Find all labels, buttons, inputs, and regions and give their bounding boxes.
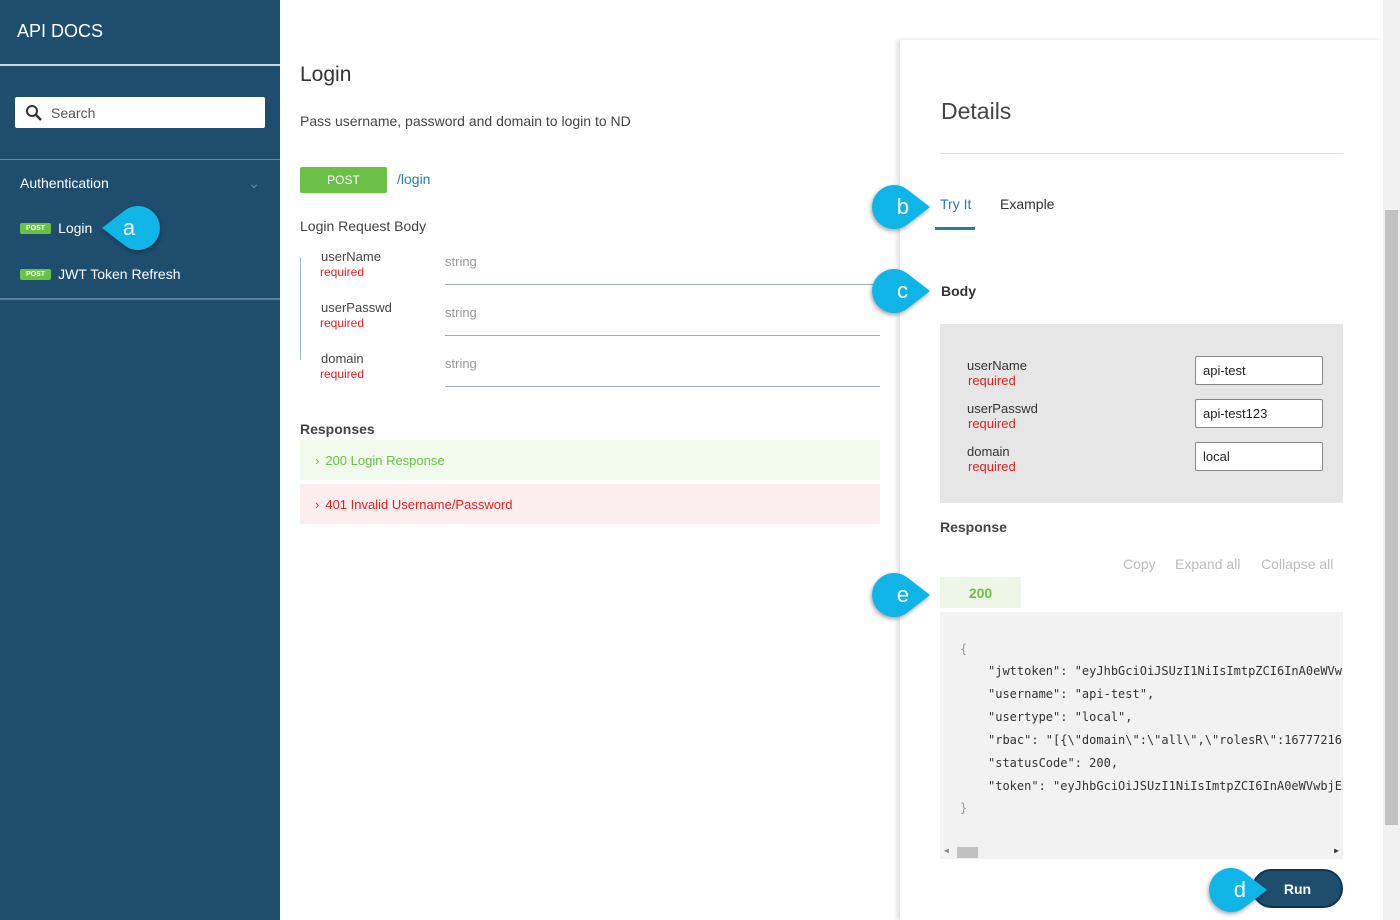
copy-button[interactable]: Copy — [1123, 556, 1156, 572]
response-401[interactable]: › 401 Invalid Username/Password — [300, 484, 880, 524]
password-field[interactable]: api-test123 — [1195, 399, 1323, 428]
responses-title: Responses — [300, 421, 375, 437]
code-line: "usertype": "local", — [988, 710, 1133, 724]
endpoint-path: /login — [397, 171, 431, 187]
response-json: { "jwttoken": "eyJhbGciOiJSUzI1NiIsImtpZ… — [940, 612, 1343, 859]
required-label: required — [968, 459, 1016, 474]
sidebar-item-label: JWT Token Refresh — [58, 266, 181, 282]
code-line: "statusCode": 200, — [988, 756, 1119, 770]
callout-d: d — [1205, 867, 1267, 913]
horizontal-scrollbar[interactable]: ◀ ▶ — [940, 845, 1343, 859]
sidebar-item-login[interactable]: POST Login — [20, 220, 92, 236]
sidebar-item-jwt-token-refresh[interactable]: POST JWT Token Refresh — [20, 266, 180, 282]
code-line: { — [960, 642, 968, 656]
request-body-title: Login Request Body — [300, 218, 427, 234]
description: Pass username, password and domain to lo… — [300, 113, 631, 129]
param-row: domain required string — [300, 351, 880, 402]
code-line: "token": "eyJhbGciOiJSUzI1NiIsImtpZCI6In… — [988, 779, 1343, 793]
tree-line — [300, 257, 301, 360]
code-line: "rbac": "[{\"domain\":\"all\",\"rolesR\"… — [988, 733, 1343, 747]
chevron-right-icon: › — [315, 452, 320, 468]
code-line: } — [960, 801, 968, 815]
tab-example[interactable]: Example — [1000, 196, 1055, 212]
expand-all-button[interactable]: Expand all — [1175, 556, 1241, 572]
param-row: userName required string — [300, 249, 880, 300]
details-panel: Details Try It Example Body userName requ… — [900, 40, 1383, 920]
scroll-thumb[interactable] — [957, 847, 978, 858]
search-input[interactable]: Search — [15, 97, 265, 128]
details-title: Details — [941, 98, 1012, 124]
tab-try-it[interactable]: Try It — [940, 196, 972, 212]
run-button[interactable]: Run — [1252, 869, 1343, 908]
domain-field[interactable]: local — [1195, 442, 1323, 471]
body-form: userName required api-test userPasswd requi… — [940, 324, 1343, 503]
post-badge: POST — [20, 222, 52, 234]
active-tab-indicator — [935, 227, 975, 230]
callout-e: e — [868, 572, 930, 618]
callout-a: a — [102, 205, 164, 251]
sidebar: API DOCS Search Authentication ⌄ POST Lo… — [0, 0, 280, 920]
divider — [0, 159, 280, 160]
scroll-left-icon[interactable]: ◀ — [944, 846, 949, 855]
code-line: "jwttoken": "eyJhbGciOiJSUzI1NiIsImtpZCI… — [988, 664, 1343, 678]
response-label: 200 Login Response — [325, 452, 445, 468]
field-label: userPasswd — [967, 401, 1038, 416]
required-label: required — [968, 416, 1016, 431]
app-title: API DOCS — [17, 21, 104, 41]
section-authentication[interactable]: Authentication ⌄ — [20, 175, 260, 192]
status-code-tab[interactable]: 200 — [940, 577, 1021, 608]
response-200[interactable]: › 200 Login Response — [300, 440, 880, 480]
divider — [940, 153, 1343, 154]
code-line: "username": "api-test", — [988, 687, 1155, 701]
divider — [0, 298, 280, 300]
body-title: Body — [941, 283, 976, 299]
field-label: domain — [967, 444, 1010, 459]
required-label: required — [968, 373, 1016, 388]
vertical-scrollbar[interactable] — [1383, 0, 1400, 920]
callout-c: c — [868, 268, 930, 314]
response-label: 401 Invalid Username/Password — [325, 496, 513, 512]
param-row: userPasswd required string — [300, 300, 880, 351]
post-badge: POST — [20, 268, 52, 280]
callout-b: b — [868, 184, 930, 230]
username-field[interactable]: api-test — [1195, 356, 1323, 385]
field-label: userName — [967, 358, 1027, 373]
sidebar-item-label: Login — [58, 220, 93, 236]
section-label: Authentication — [20, 175, 109, 191]
page-title: Login — [300, 63, 352, 86]
chevron-down-icon: ⌄ — [248, 175, 260, 191]
response-title: Response — [940, 519, 1007, 535]
scroll-thumb[interactable] — [1385, 210, 1398, 825]
method-badge: POST — [300, 167, 387, 193]
search-placeholder: Search — [51, 104, 96, 121]
chevron-right-icon: › — [315, 496, 320, 512]
scroll-right-icon[interactable]: ▶ — [1334, 846, 1339, 855]
search-icon — [26, 104, 42, 121]
collapse-all-button[interactable]: Collapse all — [1261, 556, 1334, 572]
divider — [0, 64, 280, 66]
